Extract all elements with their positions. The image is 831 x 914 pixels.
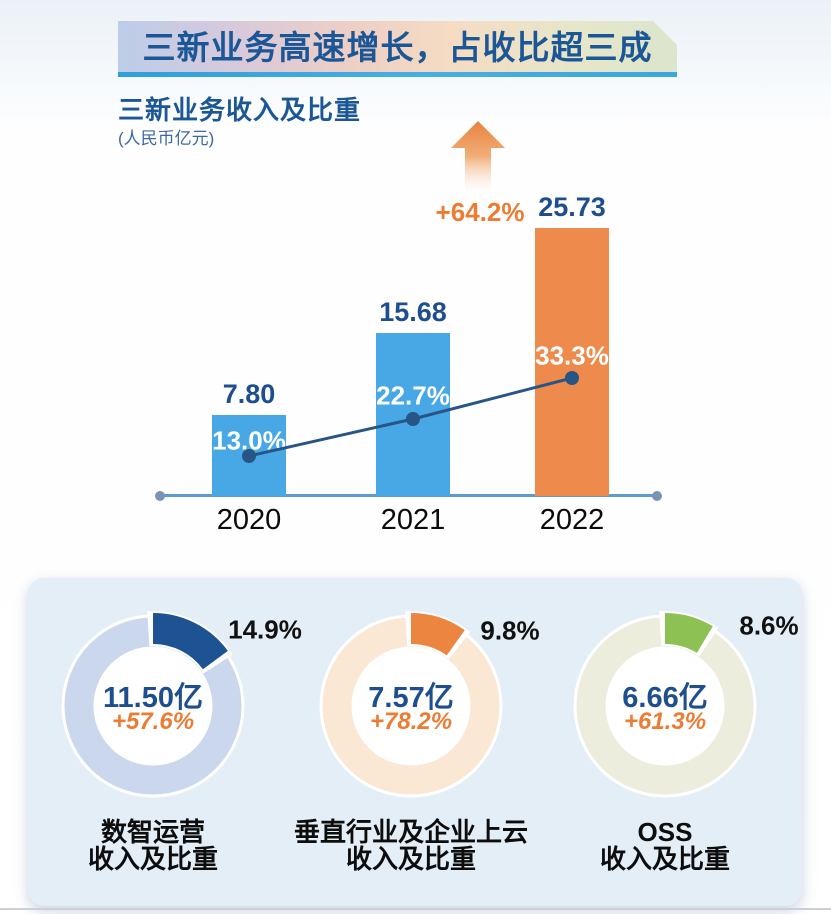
bar-value-label: 25.73 [538, 192, 606, 222]
donut-value-label: 6.66亿 [622, 682, 708, 714]
donut-category-label: 垂直行业及企业上云 收入及比重 [261, 819, 561, 873]
bar-share-label: 33.3% [535, 340, 609, 371]
donut-panel: 11.50亿 +57.6% 14.9% 数智运营 收入及比重 7.57亿 +78.2% 9.8… [28, 578, 802, 906]
donut-category-label: 数智运营 收入及比重 [3, 819, 303, 873]
donut-chart-3 [573, 611, 757, 798]
donut-segment [152, 613, 228, 670]
donut-share-label: 9.8% [480, 615, 540, 646]
donut-share-label: 14.9% [228, 614, 302, 645]
donut-hole [608, 649, 722, 763]
growth-badge: +64.2% [435, 197, 525, 227]
donut-segment [664, 613, 713, 654]
bar-value-label: 7.80 [222, 379, 276, 409]
donut-category-label-line: 数智运营 [100, 817, 205, 847]
title-banner: 三新业务高速增长，占收比超三成 [118, 21, 677, 72]
bar-share-label: 13.0% [212, 425, 286, 456]
donut-category-label-line: 垂直行业及企业上云 [293, 817, 528, 847]
donut-hole [354, 649, 468, 763]
donut-value-label: 11.50亿 [103, 682, 203, 714]
donut-category-label-line: 收入及比重 [87, 844, 218, 874]
donut-category-label-line: 收入及比重 [599, 844, 730, 874]
x-axis-label-2022: 2022 [539, 504, 605, 536]
bar-chart-title: 三新业务收入及比重 [118, 95, 362, 125]
bar-share-label: 22.7% [376, 380, 450, 411]
donut-chart-1 [61, 611, 245, 798]
x-axis-label-2020: 2020 [216, 504, 282, 536]
bottom-divider [0, 908, 831, 910]
x-axis-label-2021: 2021 [380, 504, 446, 536]
donut-segment [410, 613, 465, 656]
donut-share-label: 8.6% [739, 610, 799, 641]
page-title: 三新业务高速增长，占收比超三成 [142, 29, 653, 66]
donut-chart-2 [319, 611, 503, 798]
donut-category-label-line: OSS [637, 817, 693, 847]
donut-hole [96, 649, 210, 763]
donut-growth-label: +78.2% [369, 708, 453, 735]
bar-2021 [376, 333, 450, 496]
donut-value-label: 7.57亿 [368, 682, 454, 714]
donut-category-label-line: 收入及比重 [345, 844, 476, 874]
donut-growth-label: +57.6% [111, 708, 195, 735]
donut-growth-label: +61.3% [623, 708, 707, 735]
growth-up-arrow-icon [451, 121, 505, 191]
donut-category-label: OSS 收入及比重 [515, 819, 815, 873]
bar-line-chart: 7.80 13.0% 2020 15.68 22.7% 2021 25.73 33.3% 202… [160, 192, 657, 536]
banner-underline [118, 72, 677, 77]
bar-chart-unit: (人民币亿元) [118, 129, 215, 148]
bar-value-label: 15.68 [379, 297, 447, 327]
